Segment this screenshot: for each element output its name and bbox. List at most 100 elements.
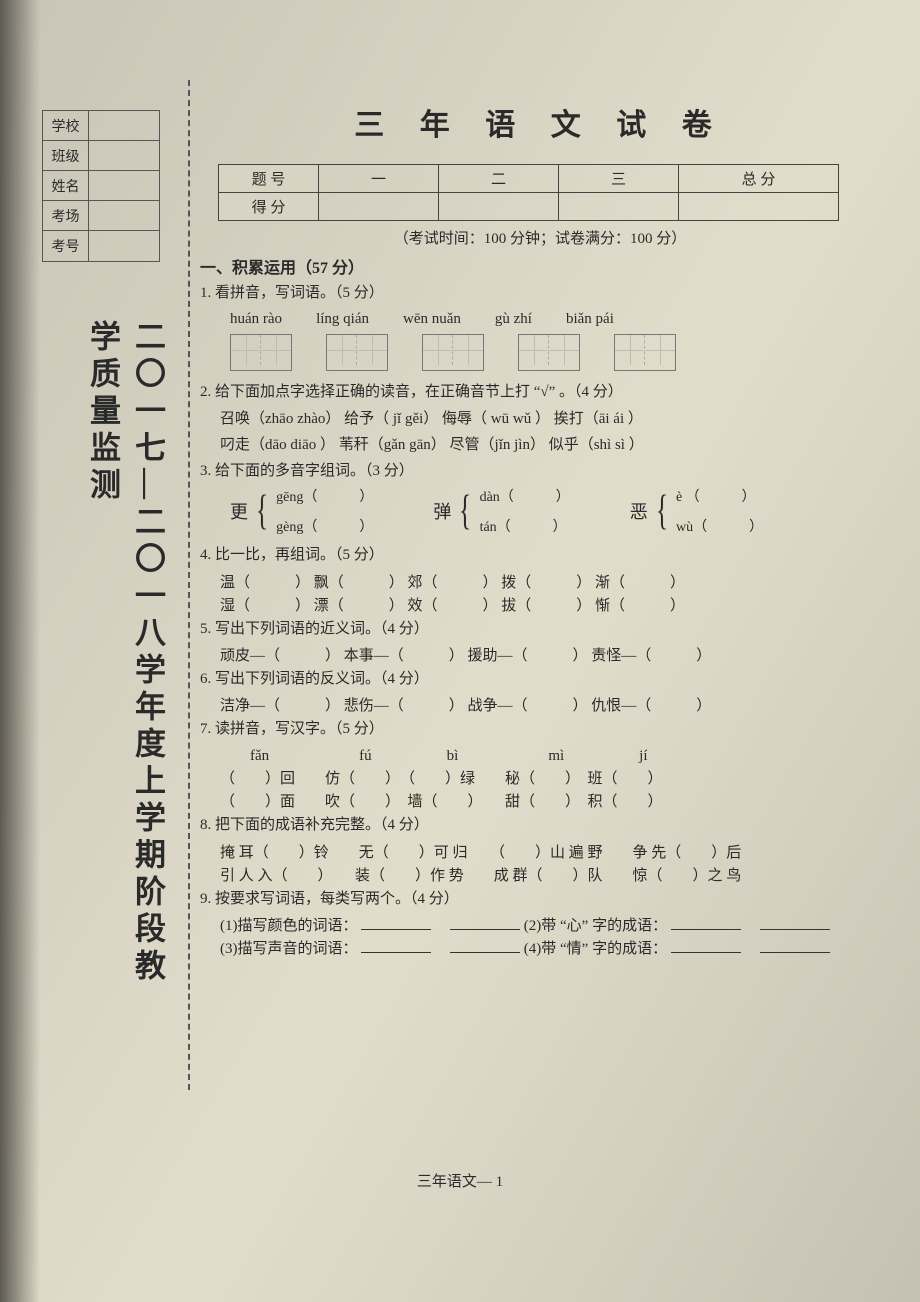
section-heading: 一、积累运用（57 分） bbox=[200, 254, 880, 278]
q9-3-label: (3)描写声音的词语： bbox=[220, 941, 358, 957]
q6-prompt: 6. 写出下列词语的反义词。（4 分） bbox=[200, 668, 880, 691]
q4-line2: 湿（ ） 漂（ ） 效（ ） 拔（ ） 惭（ ） bbox=[200, 594, 880, 615]
content-area: 三 年 语 文 试 卷 题 号 一 二 三 总 分 得 分 （考试时间：100 … bbox=[200, 100, 880, 960]
answer-blank[interactable] bbox=[671, 916, 741, 930]
score-cell[interactable] bbox=[559, 193, 679, 221]
brace-icon: { bbox=[656, 490, 668, 532]
q7-line1: （ ）回 仿（ ） （ ）绿 秘（ ） 班（ ） bbox=[200, 767, 880, 788]
info-label: 考号 bbox=[43, 231, 89, 261]
score-col: 一 bbox=[319, 165, 439, 193]
pinyin: huán rào bbox=[230, 311, 282, 328]
reading-b: tán（ ） bbox=[480, 516, 570, 536]
polyphone-options: dàn（ ） tán（ ） bbox=[480, 486, 570, 536]
score-col: 三 bbox=[559, 165, 679, 193]
info-row-name: 姓名 bbox=[43, 171, 159, 201]
score-total-label: 总 分 bbox=[679, 165, 839, 193]
score-table: 题 号 一 二 三 总 分 得 分 bbox=[218, 164, 839, 221]
info-row-school: 学校 bbox=[43, 111, 159, 141]
info-row-number: 考号 bbox=[43, 231, 159, 261]
answer-blank[interactable] bbox=[450, 939, 520, 953]
q9-row2: (3)描写声音的词语： (4)带 “情” 字的成语： bbox=[200, 937, 880, 958]
q8-prompt: 8. 把下面的成语补充完整。（4 分） bbox=[200, 814, 880, 837]
reading-b: gèng（ ） bbox=[276, 516, 373, 536]
q5-line: 顽皮—（ ） 本事—（ ） 援助—（ ） 责怪—（ ） bbox=[200, 644, 880, 665]
answer-blank[interactable] bbox=[450, 916, 520, 930]
score-cell[interactable] bbox=[679, 193, 839, 221]
q9-row1: (1)描写颜色的词语： (2)带 “心” 字的成语： bbox=[200, 914, 880, 935]
reading-b: wù（ ） bbox=[676, 516, 763, 536]
table-row: 题 号 一 二 三 总 分 bbox=[219, 165, 839, 193]
paper-title: 三 年 语 文 试 卷 bbox=[200, 100, 880, 144]
info-row-class: 班级 bbox=[43, 141, 159, 171]
q9-prompt: 9. 按要求写词语，每类写两个。（4 分） bbox=[200, 888, 880, 911]
write-box[interactable] bbox=[614, 334, 676, 371]
q1-prompt: 1. 看拼音，写词语。（5 分） bbox=[200, 282, 880, 305]
q4-prompt: 4. 比一比，再组词。（5 分） bbox=[200, 544, 880, 567]
write-box[interactable] bbox=[422, 334, 484, 371]
info-row-room: 考场 bbox=[43, 201, 159, 231]
cut-line bbox=[188, 80, 190, 1090]
info-label: 姓名 bbox=[43, 171, 89, 200]
q7-prompt: 7. 读拼音，写汉字。（5 分） bbox=[200, 718, 880, 741]
q6-line: 洁净—（ ） 悲伤—（ ） 战争—（ ） 仇恨—（ ） bbox=[200, 694, 880, 715]
pinyin: gù zhí bbox=[495, 311, 532, 328]
polyphone-options: gēng（ ） gèng（ ） bbox=[276, 486, 373, 536]
polyphone-char: 恶 bbox=[630, 498, 648, 524]
vertical-exam-title: 二〇一七—二〇一八学年度上学期阶段教学质量监测 bbox=[80, 320, 170, 1020]
info-blank[interactable] bbox=[89, 111, 159, 140]
q8-line2: 引 人 入（ ） 装（ ）作 势 成 群（ ）队 惊（ ）之 鸟 bbox=[200, 864, 880, 885]
score-header-label: 得 分 bbox=[219, 193, 319, 221]
q2-line1: 召唤（zhāo zhào） 给予（ jǐ gěi） 侮辱（ wū wǔ ） 挨打… bbox=[200, 408, 880, 431]
pinyin: wēn nuǎn bbox=[403, 311, 461, 328]
brace-icon: { bbox=[256, 490, 268, 532]
score-col: 二 bbox=[439, 165, 559, 193]
q5-prompt: 5. 写出下列词语的近义词。（4 分） bbox=[200, 618, 880, 641]
score-cell[interactable] bbox=[319, 193, 439, 221]
q8-line1: 掩 耳（ ）铃 无（ ）可 归 （ ）山 遍 野 争 先（ ）后 bbox=[200, 841, 880, 862]
pinyin: biǎn pái bbox=[566, 311, 614, 328]
answer-blank[interactable] bbox=[361, 939, 431, 953]
polyphone-group: 弹 { dàn（ ） tán（ ） bbox=[433, 486, 569, 536]
reading-a: dàn（ ） bbox=[480, 486, 570, 506]
polyphone-group: 恶 { è （ ） wù（ ） bbox=[630, 486, 763, 536]
table-row: 得 分 bbox=[219, 193, 839, 221]
binding-shadow bbox=[0, 0, 40, 1302]
answer-blank[interactable] bbox=[671, 939, 741, 953]
info-blank[interactable] bbox=[89, 141, 159, 170]
score-header-label: 题 号 bbox=[219, 165, 319, 193]
q2-prompt: 2. 给下面加点字选择正确的读音，在正确音节上打 “√” 。（4 分） bbox=[200, 381, 880, 404]
q7-line2: （ ）面 吹（ ） 墙（ ） 甜（ ） 积（ ） bbox=[200, 790, 880, 811]
polyphone-char: 弹 bbox=[433, 498, 451, 524]
page: 学校 班级 姓名 考场 考号 二〇一七—二〇一八学年度上学期阶段教学质量监测 三… bbox=[0, 0, 920, 1302]
answer-blank[interactable] bbox=[760, 916, 830, 930]
q1-pinyin-row: huán rào líng qián wēn nuǎn gù zhí biǎn … bbox=[200, 311, 880, 328]
write-box[interactable] bbox=[230, 334, 292, 371]
q2-line2: 叼走（dāo diāo ） 苇秆（gǎn gān） 尽管（jǐn jìn） 似乎… bbox=[200, 434, 880, 457]
student-info-box: 学校 班级 姓名 考场 考号 bbox=[42, 110, 160, 262]
brace-icon: { bbox=[459, 490, 471, 532]
write-box[interactable] bbox=[518, 334, 580, 371]
info-blank[interactable] bbox=[89, 201, 159, 230]
polyphone-char: 更 bbox=[230, 498, 248, 524]
score-cell[interactable] bbox=[439, 193, 559, 221]
q9-1-label: (1)描写颜色的词语： bbox=[220, 918, 358, 934]
q4-line1: 温（ ） 飘（ ） 郊（ ） 拨（ ） 渐（ ） bbox=[200, 571, 880, 592]
info-label: 考场 bbox=[43, 201, 89, 230]
q3-prompt: 3. 给下面的多音字组词。（3 分） bbox=[200, 460, 880, 483]
q3-groups: 更 { gēng（ ） gèng（ ） 弹 { dàn（ ） tán（ ） 恶 … bbox=[200, 486, 880, 536]
polyphone-options: è （ ） wù（ ） bbox=[676, 486, 763, 536]
write-box[interactable] bbox=[326, 334, 388, 371]
q7-header: fǎn fú bì mì jí bbox=[200, 744, 880, 765]
exam-meta: （考试时间：100 分钟；试卷满分：100 分） bbox=[200, 227, 880, 248]
info-label: 班级 bbox=[43, 141, 89, 170]
info-blank[interactable] bbox=[89, 171, 159, 200]
reading-a: gēng（ ） bbox=[276, 486, 373, 506]
polyphone-group: 更 { gēng（ ） gèng（ ） bbox=[230, 486, 373, 536]
page-footer: 三年语文— 1 bbox=[0, 1170, 920, 1191]
answer-blank[interactable] bbox=[361, 916, 431, 930]
q9-2-label: (2)带 “心” 字的成语： bbox=[524, 918, 667, 934]
q9-4-label: (4)带 “情” 字的成语： bbox=[524, 941, 667, 957]
pinyin: líng qián bbox=[316, 311, 369, 328]
answer-blank[interactable] bbox=[760, 939, 830, 953]
info-blank[interactable] bbox=[89, 231, 159, 261]
